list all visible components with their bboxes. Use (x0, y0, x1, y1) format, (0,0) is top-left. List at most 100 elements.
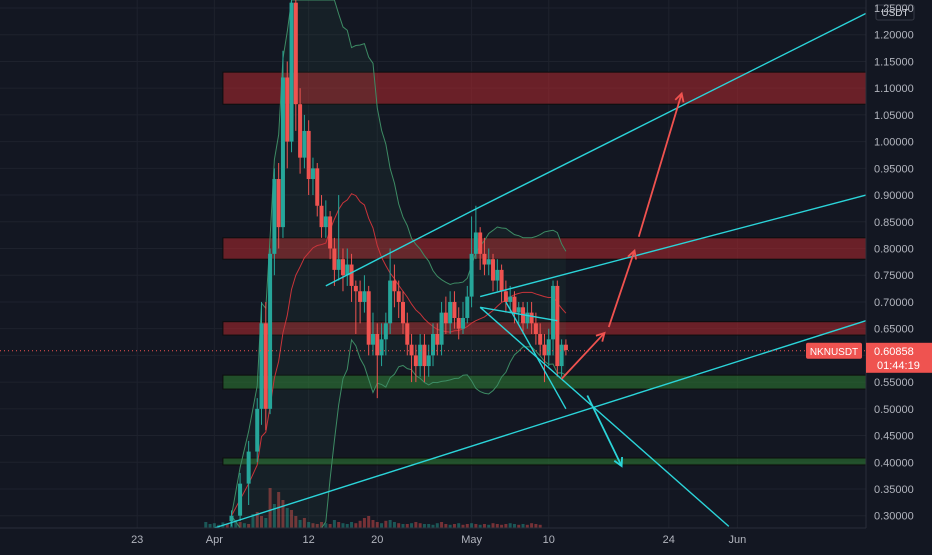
volume-bar (435, 523, 439, 528)
price-tick-label: 0.40000 (874, 457, 914, 469)
volume-bar (474, 524, 478, 528)
volume-bar (311, 523, 315, 528)
volume-bar (470, 523, 474, 528)
price-tag-box (866, 342, 932, 373)
volume-bar (397, 523, 401, 528)
candle-body (349, 264, 354, 286)
volume-bar (251, 514, 255, 528)
moving-average-line (231, 193, 567, 516)
candle-body (280, 77, 285, 228)
volume-bar (234, 520, 238, 528)
volume-bar (204, 522, 208, 528)
trendline (479, 194, 867, 298)
candle-body (255, 408, 260, 452)
projection-arrow-shaft (637, 93, 683, 238)
bollinger-fill (231, 0, 566, 528)
projection-arrow-shaft (560, 332, 606, 380)
time-tick-label: 10 (543, 534, 555, 546)
candle-body (375, 334, 380, 356)
bollinger-bands (231, 0, 567, 529)
candle-body (293, 2, 298, 105)
projection-arrow-head (674, 91, 685, 103)
price-tick-label: 0.35000 (874, 484, 914, 496)
trendlines (214, 12, 867, 529)
volume-bar (478, 524, 482, 528)
candle-body (362, 291, 367, 302)
price-tick-label: 1.20000 (874, 30, 914, 42)
volume-bar (431, 524, 435, 528)
volume-bar (212, 523, 216, 528)
candle-body (268, 253, 273, 409)
volume-bars (204, 488, 542, 528)
price-tick-label: 1.25000 (874, 3, 914, 15)
volume-bar (302, 518, 306, 528)
candle-body (353, 285, 358, 292)
volume-bar (500, 524, 504, 528)
candle-body (499, 269, 504, 292)
candle-body (319, 205, 324, 228)
price-tick-label: 0.65000 (874, 324, 914, 336)
volume-bar (521, 524, 525, 528)
candle-body (306, 130, 311, 180)
candle-body (229, 515, 234, 522)
candle-body (473, 232, 478, 254)
price-tick-label: 1.05000 (874, 110, 914, 122)
projection-arrow-shaft (586, 395, 623, 467)
projection-arrow-head (595, 331, 606, 342)
candle-body (491, 259, 496, 281)
volume-bar (512, 524, 516, 528)
volume-bar (238, 522, 242, 528)
volume-bar (457, 523, 461, 528)
volume-bar (367, 516, 371, 528)
price-tag-countdown: 01:44:19 (877, 360, 920, 372)
candle-body (272, 179, 277, 254)
candle-body (345, 264, 350, 276)
candle-body (443, 312, 448, 324)
candle-body (409, 344, 414, 356)
price-tick-label: 0.50000 (874, 404, 914, 416)
candle-body (555, 285, 560, 367)
volume-bar (332, 520, 336, 528)
volume-bar (294, 516, 298, 528)
candle-body (495, 269, 500, 281)
symbol-tag-label: NKNUSDT (810, 347, 858, 358)
currency-label-box (875, 4, 915, 21)
volume-bar (448, 524, 452, 528)
volume-bar (362, 518, 366, 528)
candle-body (426, 355, 431, 367)
candle-body (328, 216, 333, 249)
volume-bar (208, 524, 212, 528)
price-tick-label: 0.55000 (874, 377, 914, 389)
volume-bar (525, 524, 529, 528)
candle-body (435, 334, 440, 345)
price-tick-label: 0.70000 (874, 297, 914, 309)
volume-bar (414, 522, 418, 528)
trendline (325, 210, 472, 287)
projection-arrow-shaft (607, 250, 636, 328)
volume-bar (491, 523, 495, 528)
price-tick-label: 1.15000 (874, 56, 914, 68)
price-axis[interactable] (866, 0, 932, 550)
volume-bar (324, 523, 328, 528)
candle-body (238, 483, 243, 516)
volume-bar (444, 524, 448, 528)
trendline (214, 319, 867, 529)
volume-bar (345, 524, 349, 528)
volume-bar (298, 520, 302, 528)
volume-bar (337, 522, 341, 528)
volume-bar (281, 500, 285, 528)
price-tag: NKNUSDT 0.60858 01:44:19 (806, 342, 932, 373)
candle-body (302, 130, 307, 158)
candle-body (246, 451, 251, 484)
volume-bar (427, 524, 431, 528)
volume-bar (350, 522, 354, 528)
candle-body (529, 312, 534, 324)
time-axis[interactable] (0, 528, 932, 550)
volume-bar (320, 522, 324, 528)
trendline (479, 306, 730, 527)
candle-body (538, 334, 543, 345)
candle-body (396, 291, 401, 302)
price-tick-label: 0.45000 (874, 431, 914, 443)
